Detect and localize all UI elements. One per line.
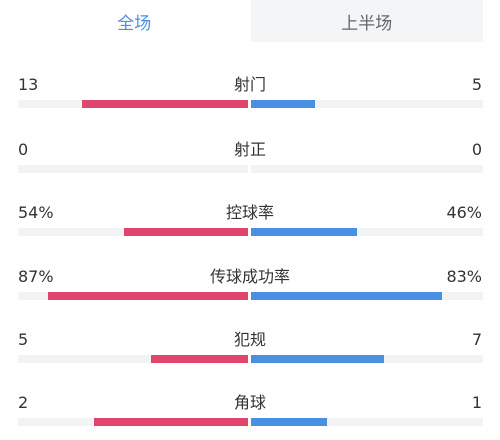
home-bar <box>94 418 248 426</box>
stat-label: 角球 <box>233 393 266 412</box>
home-bar-track <box>18 228 248 236</box>
tab-first-half[interactable]: 上半场 <box>250 0 483 42</box>
away-bar-track <box>251 228 483 236</box>
away-value: 46% <box>446 203 482 222</box>
stat-label: 射正 <box>233 140 266 159</box>
away-value: 0 <box>471 140 482 159</box>
away-value: 5 <box>471 75 482 94</box>
home-value: 87% <box>18 267 54 286</box>
stat-label: 犯规 <box>233 330 266 349</box>
away-bar <box>251 355 384 363</box>
stat-row: 13 射门 5 <box>0 75 500 115</box>
stat-label: 射门 <box>233 75 266 94</box>
away-value: 7 <box>471 330 482 349</box>
home-bar-track <box>18 100 248 108</box>
home-bar-track <box>18 418 248 426</box>
home-bar <box>48 292 248 300</box>
home-value: 0 <box>18 140 29 159</box>
stat-row: 54% 控球率 46% <box>0 203 500 243</box>
away-bar-track <box>251 292 483 300</box>
home-bar-track <box>18 165 248 173</box>
away-bar <box>251 100 315 108</box>
period-tabs: 全场 上半场 <box>18 0 483 42</box>
away-value: 1 <box>471 393 482 412</box>
home-bar <box>151 355 248 363</box>
home-value: 5 <box>18 330 29 349</box>
away-bar-track <box>251 355 483 363</box>
stat-row: 5 犯规 7 <box>0 330 500 370</box>
home-value: 54% <box>18 203 54 222</box>
home-bar <box>82 100 248 108</box>
away-bar-track <box>251 165 483 173</box>
away-bar <box>251 418 327 426</box>
stat-row: 87% 传球成功率 83% <box>0 267 500 307</box>
away-bar <box>251 292 442 300</box>
home-value: 2 <box>18 393 29 412</box>
stat-label: 传球成功率 <box>209 267 290 286</box>
tab-full-match[interactable]: 全场 <box>18 0 251 42</box>
stat-label: 控球率 <box>225 203 274 222</box>
home-bar-track <box>18 355 248 363</box>
home-bar <box>124 228 248 236</box>
away-bar-track <box>251 100 483 108</box>
away-value: 83% <box>446 267 482 286</box>
home-bar-track <box>18 292 248 300</box>
stat-row: 2 角球 1 <box>0 393 500 433</box>
away-bar <box>251 228 357 236</box>
away-bar-track <box>251 418 483 426</box>
home-value: 13 <box>18 75 39 94</box>
stat-row: 0 射正 0 <box>0 140 500 180</box>
